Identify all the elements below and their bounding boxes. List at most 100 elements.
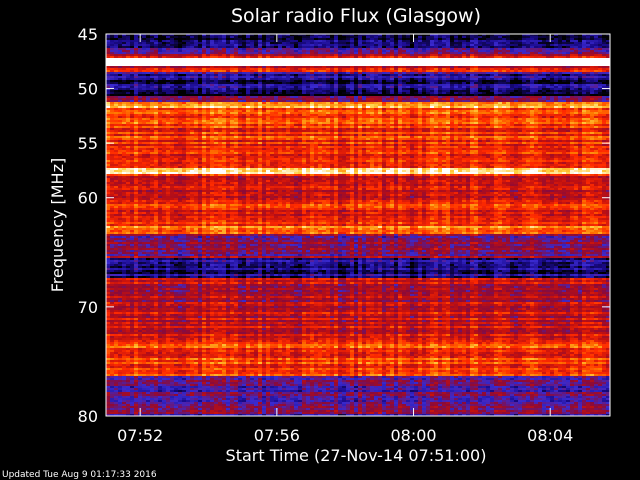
heatmap-cell — [186, 70, 191, 72]
heatmap-cell — [590, 60, 595, 62]
heatmap-cell — [414, 36, 419, 38]
heatmap-cell — [562, 74, 567, 76]
heatmap-cell — [426, 74, 431, 76]
heatmap-cell — [538, 74, 543, 76]
heatmap-cell — [370, 64, 375, 66]
heatmap-cell — [134, 84, 139, 86]
heatmap-cell — [106, 38, 111, 40]
heatmap-cell — [486, 62, 491, 64]
heatmap-cell — [358, 62, 363, 64]
heatmap-cell — [494, 52, 499, 54]
heatmap-cell — [174, 52, 179, 54]
heatmap-cell — [594, 76, 599, 78]
heatmap-cell — [594, 78, 599, 80]
heatmap-cell — [598, 56, 603, 58]
heatmap-cell — [142, 60, 147, 62]
heatmap-cell — [542, 80, 547, 82]
heatmap-cell — [262, 76, 267, 78]
heatmap-cell — [222, 54, 227, 56]
heatmap-cell — [226, 58, 231, 60]
heatmap-cell — [398, 80, 403, 82]
heatmap-cell — [530, 40, 535, 42]
heatmap-cell — [242, 72, 247, 74]
heatmap-cell — [126, 66, 131, 68]
heatmap-cell — [146, 44, 151, 46]
heatmap-cell — [202, 70, 207, 72]
heatmap-cell — [110, 64, 115, 66]
heatmap-cell — [518, 80, 523, 82]
heatmap-cell — [130, 42, 135, 44]
heatmap-cell — [110, 80, 115, 82]
heatmap-cell — [382, 36, 387, 38]
heatmap-cell — [126, 38, 131, 40]
heatmap-cell — [170, 76, 175, 78]
heatmap-cell — [342, 84, 347, 86]
heatmap-cell — [542, 38, 547, 40]
heatmap-cell — [158, 38, 163, 40]
heatmap-cell — [342, 60, 347, 62]
heatmap-cell — [226, 62, 231, 64]
heatmap-cell — [578, 66, 583, 68]
heatmap-cell — [482, 58, 487, 60]
heatmap-cell — [318, 66, 323, 68]
heatmap-cell — [250, 36, 255, 38]
heatmap-cell — [442, 80, 447, 82]
heatmap-cell — [354, 66, 359, 68]
heatmap-cell — [574, 48, 579, 50]
heatmap-cell — [598, 48, 603, 50]
heatmap-cell — [530, 80, 535, 82]
heatmap-cell — [506, 52, 511, 54]
heatmap-cell — [150, 42, 155, 44]
heatmap-cell — [422, 62, 427, 64]
heatmap-cell — [522, 38, 527, 40]
heatmap-cell — [274, 52, 279, 54]
heatmap-cell — [534, 76, 539, 78]
heatmap-cell — [278, 54, 283, 56]
heatmap-cell — [466, 42, 471, 44]
heatmap-cell — [194, 38, 199, 40]
heatmap-cell — [310, 78, 315, 80]
heatmap-cell — [314, 80, 319, 82]
heatmap-cell — [526, 40, 531, 42]
heatmap-cell — [362, 78, 367, 80]
heatmap-cell — [510, 56, 515, 58]
heatmap-cell — [518, 44, 523, 46]
heatmap-cell — [414, 66, 419, 68]
heatmap-cell — [390, 78, 395, 80]
heatmap-cell — [490, 50, 495, 52]
heatmap-cell — [390, 38, 395, 40]
heatmap-cell — [194, 76, 199, 78]
heatmap-cell — [250, 52, 255, 54]
heatmap-cell — [590, 74, 595, 76]
heatmap-cell — [414, 80, 419, 82]
heatmap-cell — [330, 44, 335, 46]
heatmap-cell — [226, 36, 231, 38]
heatmap-cell — [486, 68, 491, 70]
heatmap-cell — [290, 42, 295, 44]
heatmap-cell — [322, 80, 327, 82]
heatmap-cell — [454, 50, 459, 52]
heatmap-cell — [574, 70, 579, 72]
heatmap-cell — [350, 86, 355, 88]
heatmap-cell — [258, 74, 263, 76]
heatmap-cell — [410, 86, 415, 88]
heatmap-cell — [522, 56, 527, 58]
heatmap-cell — [370, 36, 375, 38]
heatmap-cell — [590, 36, 595, 38]
heatmap-cell — [218, 60, 223, 62]
heatmap-cell — [226, 78, 231, 80]
heatmap-cell — [334, 84, 339, 86]
heatmap-cell — [326, 86, 331, 88]
heatmap-cell — [162, 86, 167, 88]
heatmap-cell — [510, 54, 515, 56]
heatmap-cell — [458, 40, 463, 42]
heatmap-cell — [570, 42, 575, 44]
heatmap-cell — [162, 46, 167, 48]
heatmap-cell — [106, 44, 111, 46]
heatmap-cell — [582, 46, 587, 48]
heatmap-cell — [286, 68, 291, 70]
heatmap-cell — [430, 40, 435, 42]
heatmap-cell — [290, 52, 295, 54]
heatmap-cell — [566, 70, 571, 72]
heatmap-cell — [390, 74, 395, 76]
